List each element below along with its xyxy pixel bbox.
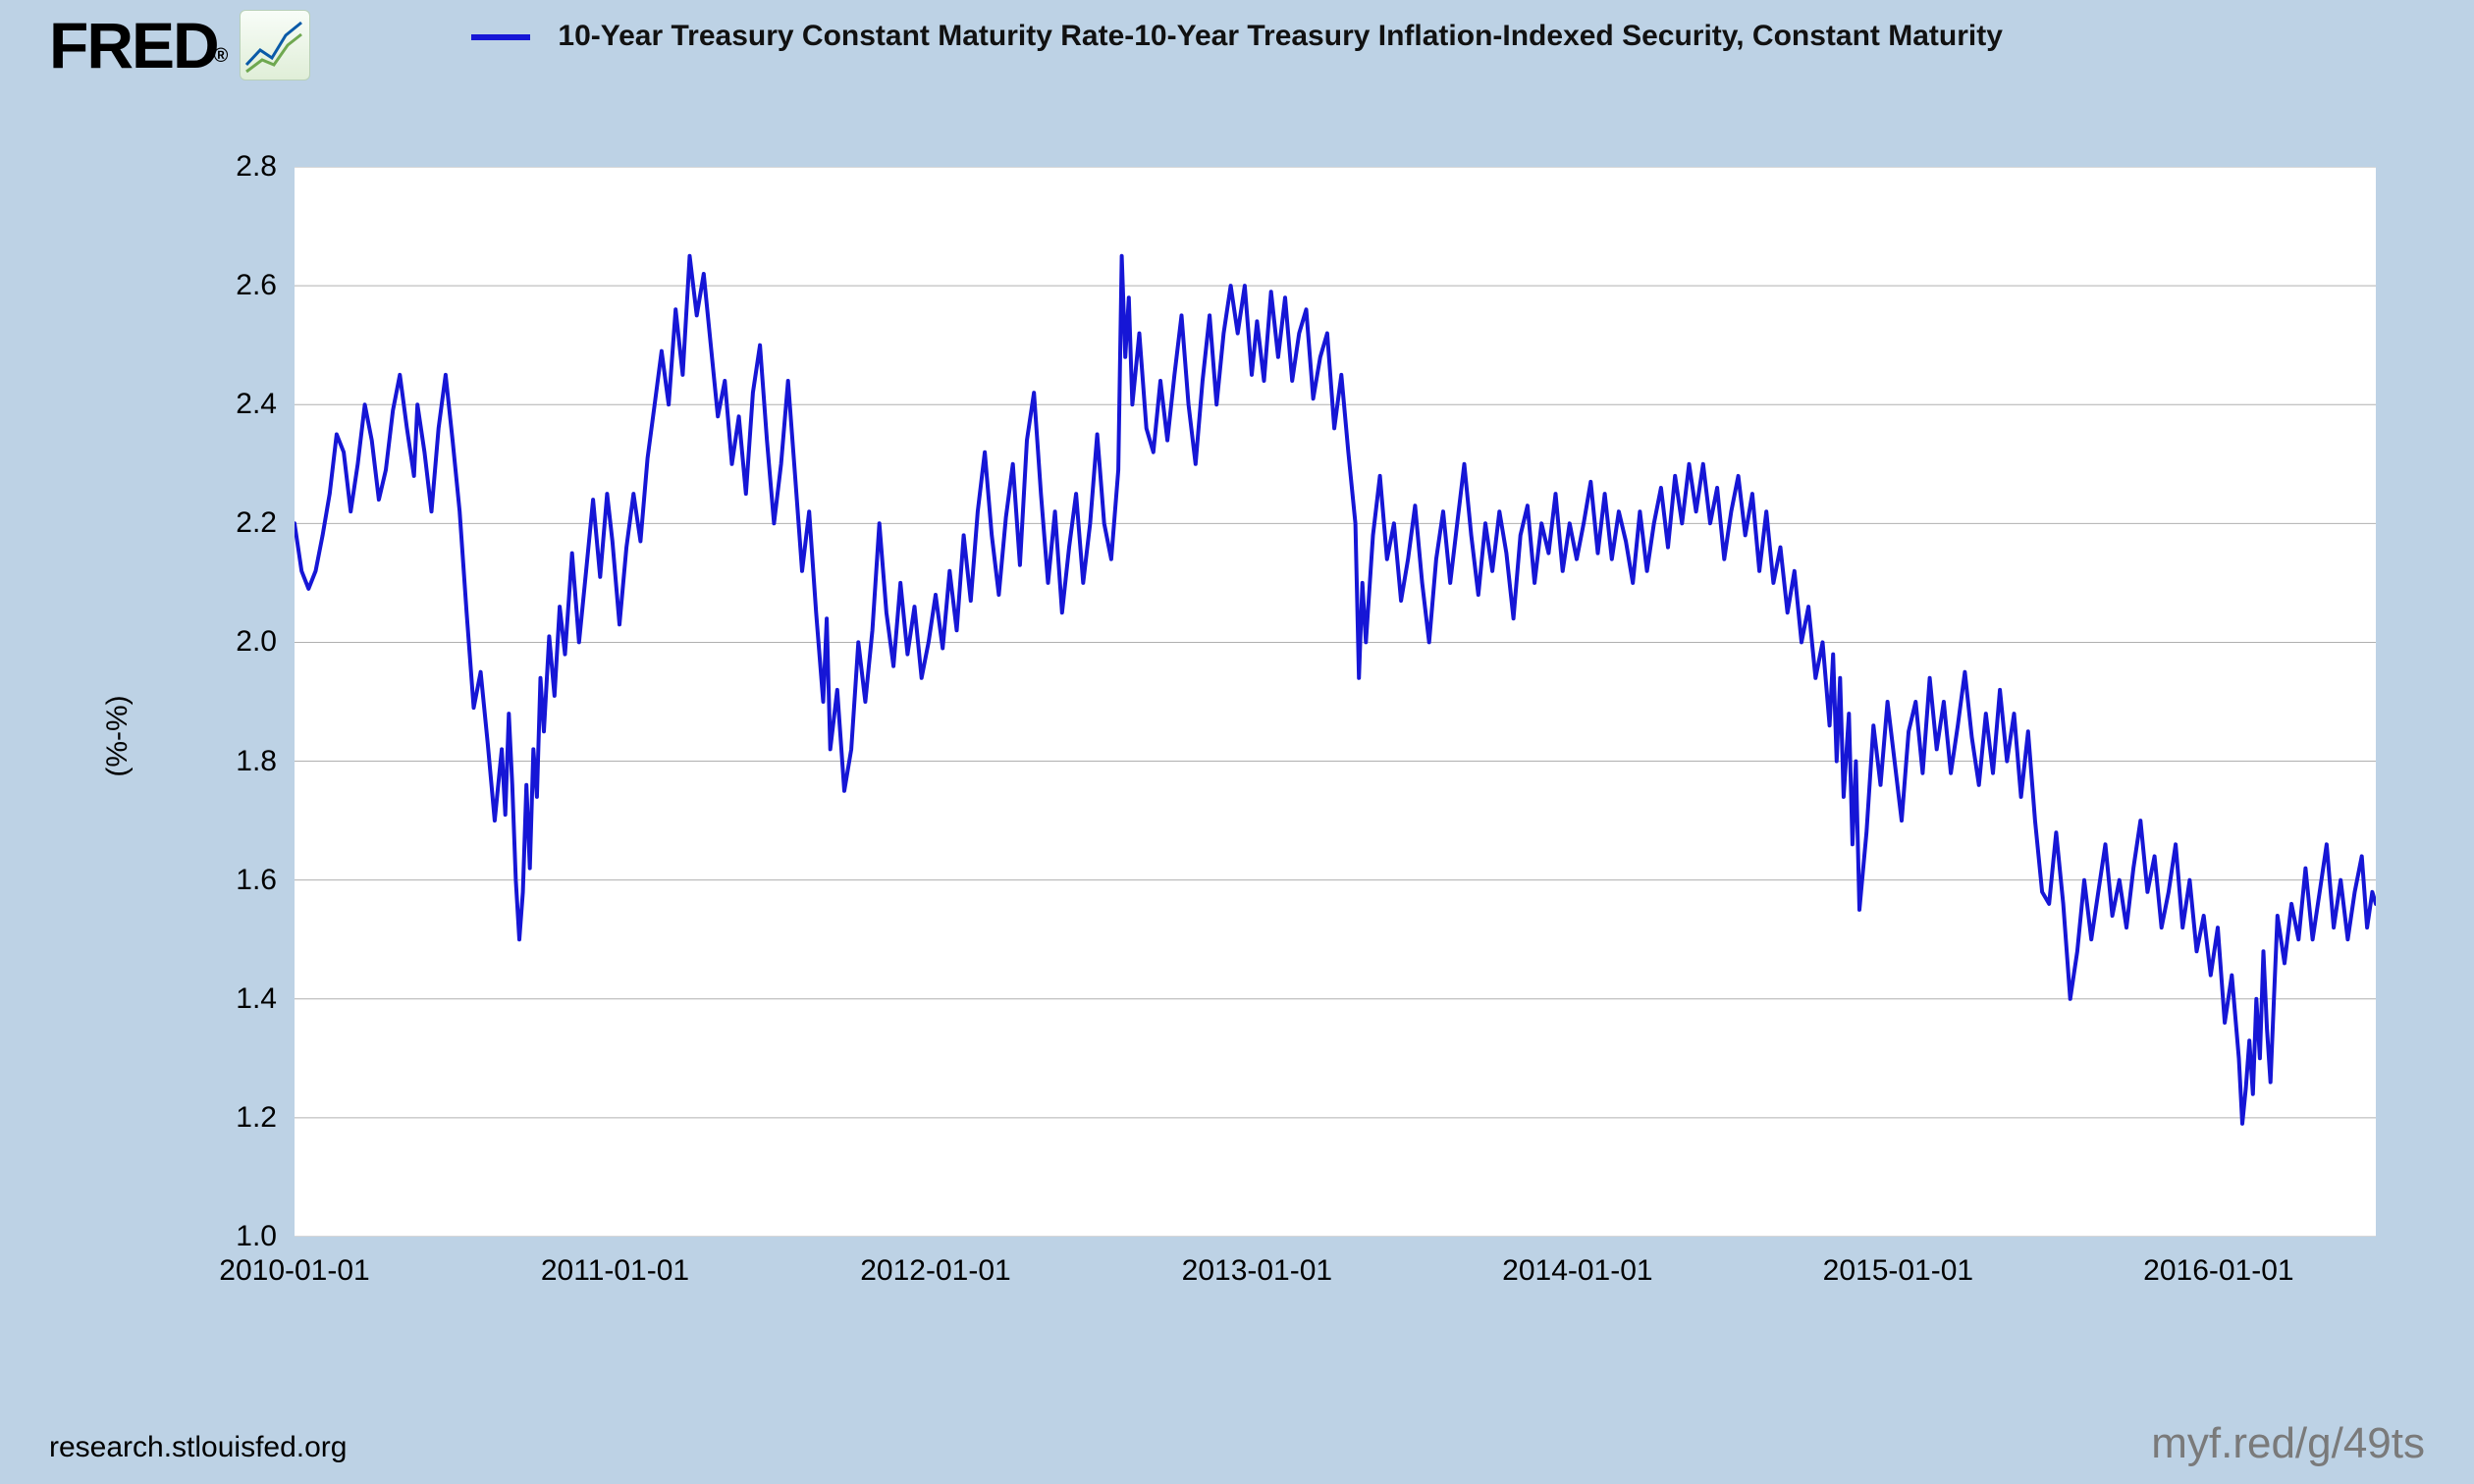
- chart-legend: 10-Year Treasury Constant Maturity Rate-…: [0, 20, 2474, 53]
- x-tick-label: 2010-01-01: [219, 1254, 369, 1288]
- x-tick-label: 2015-01-01: [1823, 1254, 1973, 1288]
- source-attribution: research.stlouisfed.org: [49, 1431, 348, 1464]
- chart-header: FRED® 10-Year Treasury Constant Maturity…: [0, 0, 2474, 98]
- y-tick-label: 1.6: [236, 864, 277, 897]
- fred-chart-page: FRED® 10-Year Treasury Constant Maturity…: [0, 0, 2474, 1484]
- y-axis-label: (%-%): [101, 695, 134, 776]
- plot-container: (%-%) 1.01.21.41.61.82.02.22.42.62.82010…: [79, 128, 2415, 1345]
- x-tick-label: 2011-01-01: [541, 1254, 689, 1288]
- legend-series-label: 10-Year Treasury Constant Maturity Rate-…: [558, 20, 2003, 52]
- legend-series-swatch: [471, 34, 530, 40]
- x-tick-label: 2016-01-01: [2143, 1254, 2293, 1288]
- y-tick-label: 2.2: [236, 506, 277, 540]
- y-tick-label: 1.2: [236, 1101, 277, 1135]
- short-url: myf.red/g/49ts: [2151, 1419, 2425, 1468]
- y-tick-label: 2.6: [236, 269, 277, 302]
- x-tick-label: 2014-01-01: [1502, 1254, 1652, 1288]
- y-tick-label: 2.0: [236, 625, 277, 659]
- y-tick-label: 2.4: [236, 388, 277, 421]
- chart-svg: [295, 167, 2376, 1237]
- y-tick-label: 1.0: [236, 1220, 277, 1253]
- x-tick-label: 2013-01-01: [1182, 1254, 1332, 1288]
- x-tick-label: 2012-01-01: [860, 1254, 1010, 1288]
- plot-area: 1.01.21.41.61.82.02.22.42.62.82010-01-01…: [295, 167, 2376, 1237]
- y-tick-label: 1.8: [236, 745, 277, 778]
- y-tick-label: 1.4: [236, 982, 277, 1016]
- y-tick-label: 2.8: [236, 150, 277, 184]
